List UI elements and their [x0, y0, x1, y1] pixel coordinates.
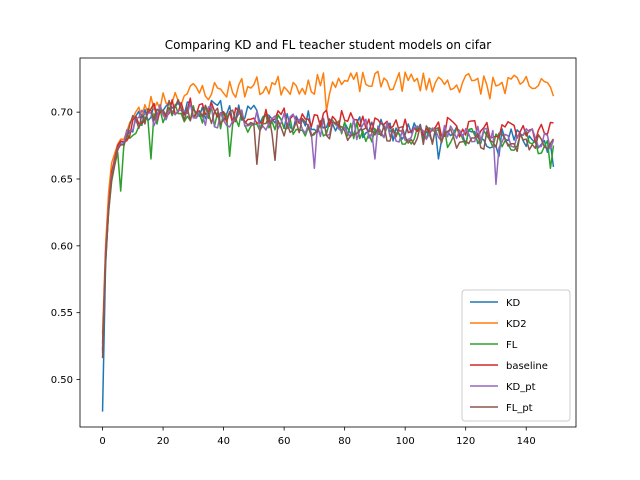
plot-frame [79, 57, 577, 428]
legend-label-fl-pt: FL_pt [506, 403, 533, 414]
series-line-fl-pt [101, 98, 555, 359]
chart-title: Comparing KD and FL teacher student mode… [165, 38, 492, 52]
x-axis: 0 20 40 60 80 100 120 140 [99, 427, 536, 447]
legend-label-kd-pt: KD_pt [506, 382, 536, 393]
x-tick-label: 100 [396, 436, 415, 447]
series-line-kd-pt [101, 102, 555, 353]
x-tick-label: 20 [157, 436, 170, 447]
x-tick-label: 0 [99, 436, 105, 447]
x-tick-label: 120 [456, 436, 475, 447]
x-tick-label: 140 [517, 436, 536, 447]
y-tick-label: 0.60 [51, 241, 73, 252]
legend-label-baseline: baseline [506, 361, 548, 372]
x-tick-label: 60 [278, 436, 291, 447]
legend-label-fl: FL [506, 340, 518, 351]
legend-box [461, 289, 571, 422]
legend-label-kd2: KD2 [506, 319, 527, 330]
y-tick-label: 0.50 [51, 375, 73, 386]
plot-area [101, 70, 555, 412]
y-axis: 0.50 0.55 0.60 0.65 0.70 [51, 108, 80, 386]
legend-label-kd: KD [506, 298, 521, 309]
legend: KD KD2 FL baseline KD_pt FL_pt [461, 289, 571, 422]
y-tick-label: 0.65 [51, 174, 73, 185]
x-tick-label: 40 [217, 436, 230, 447]
y-tick-label: 0.70 [51, 108, 73, 119]
y-tick-label: 0.55 [51, 308, 73, 319]
x-tick-label: 80 [338, 436, 351, 447]
